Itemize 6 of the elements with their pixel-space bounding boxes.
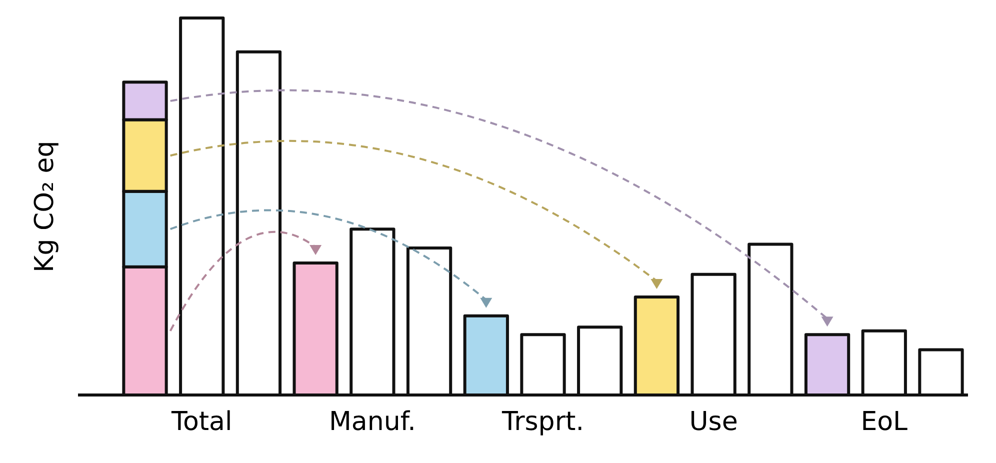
x-tick-label: EoL (860, 407, 908, 437)
x-tick-label: Trsprt. (501, 407, 584, 437)
x-tick-label: Total (170, 407, 232, 437)
x-tick-label: Manuf. (329, 407, 416, 437)
x-tick-label: Use (689, 407, 738, 437)
y-axis-title: Kg CO₂ eq (30, 140, 60, 272)
